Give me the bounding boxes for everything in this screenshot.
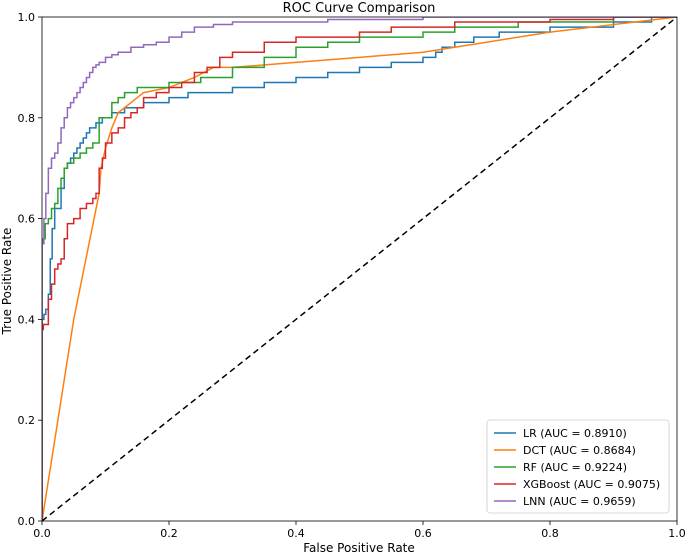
x-tick-label: 0.8 (541, 527, 559, 540)
legend-label-1: DCT (AUC = 0.8684) (523, 444, 636, 457)
x-tick-label: 0.4 (287, 527, 305, 540)
chart-title: ROC Curve Comparison (283, 1, 436, 16)
y-tick-label: 1.0 (18, 11, 36, 24)
x-tick-label: 0.2 (160, 527, 178, 540)
legend: LR (AUC = 0.8910) DCT (AUC = 0.8684) RF (A… (487, 420, 669, 513)
y-tick-label: 0.8 (18, 112, 36, 125)
x-tick-label: 0.6 (414, 527, 432, 540)
legend-label-2: RF (AUC = 0.9224) (523, 461, 627, 474)
legend-label-4: LNN (AUC = 0.9659) (523, 495, 636, 508)
legend-label-3: XGBoost (AUC = 0.9075) (523, 478, 660, 491)
x-axis-label: False Positive Rate (303, 541, 415, 554)
legend-label-0: LR (AUC = 0.8910) (523, 427, 627, 440)
y-tick-label: 0.4 (18, 313, 36, 326)
y-axis-label: True Positive Rate (0, 228, 14, 336)
x-tick-label: 0.0 (33, 527, 51, 540)
y-tick-label: 0.6 (18, 213, 36, 226)
y-tick-label: 0.2 (18, 414, 36, 427)
x-tick-label: 1.0 (668, 527, 685, 540)
y-tick-label: 0.0 (18, 515, 36, 528)
